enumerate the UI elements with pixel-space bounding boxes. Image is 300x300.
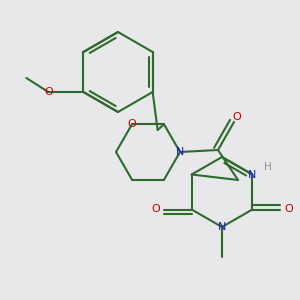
Text: O: O: [128, 119, 136, 129]
Text: N: N: [248, 169, 256, 179]
Text: H: H: [264, 161, 272, 172]
Text: N: N: [176, 147, 184, 157]
Text: O: O: [44, 87, 53, 97]
Text: N: N: [218, 222, 226, 232]
Text: O: O: [232, 112, 242, 122]
Text: O: O: [151, 205, 160, 214]
Text: O: O: [284, 205, 293, 214]
